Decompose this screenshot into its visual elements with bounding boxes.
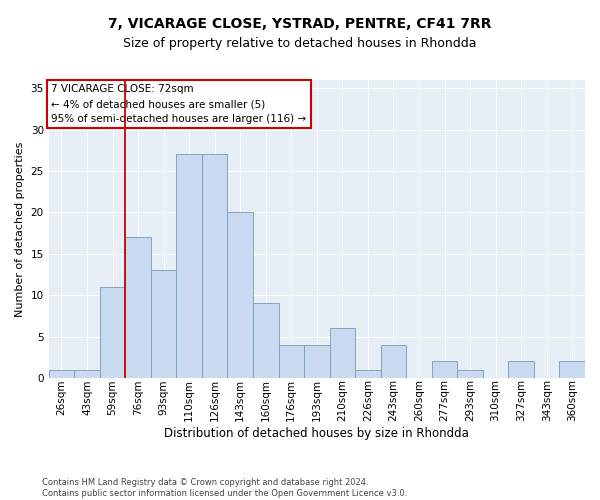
Bar bbox=[355, 370, 380, 378]
Bar bbox=[253, 304, 278, 378]
Bar bbox=[432, 362, 457, 378]
Bar bbox=[202, 154, 227, 378]
Bar bbox=[151, 270, 176, 378]
Text: 7 VICARAGE CLOSE: 72sqm
← 4% of detached houses are smaller (5)
95% of semi-deta: 7 VICARAGE CLOSE: 72sqm ← 4% of detached… bbox=[52, 84, 307, 124]
X-axis label: Distribution of detached houses by size in Rhondda: Distribution of detached houses by size … bbox=[164, 427, 469, 440]
Y-axis label: Number of detached properties: Number of detached properties bbox=[15, 142, 25, 316]
Text: Contains HM Land Registry data © Crown copyright and database right 2024.
Contai: Contains HM Land Registry data © Crown c… bbox=[42, 478, 407, 498]
Bar bbox=[559, 362, 585, 378]
Bar bbox=[100, 287, 125, 378]
Bar bbox=[508, 362, 534, 378]
Bar bbox=[74, 370, 100, 378]
Text: Size of property relative to detached houses in Rhondda: Size of property relative to detached ho… bbox=[123, 38, 477, 51]
Bar bbox=[380, 345, 406, 378]
Bar bbox=[227, 212, 253, 378]
Bar bbox=[304, 345, 329, 378]
Bar bbox=[329, 328, 355, 378]
Bar bbox=[125, 237, 151, 378]
Bar bbox=[176, 154, 202, 378]
Bar bbox=[278, 345, 304, 378]
Bar bbox=[457, 370, 483, 378]
Bar bbox=[49, 370, 74, 378]
Text: 7, VICARAGE CLOSE, YSTRAD, PENTRE, CF41 7RR: 7, VICARAGE CLOSE, YSTRAD, PENTRE, CF41 … bbox=[108, 18, 492, 32]
